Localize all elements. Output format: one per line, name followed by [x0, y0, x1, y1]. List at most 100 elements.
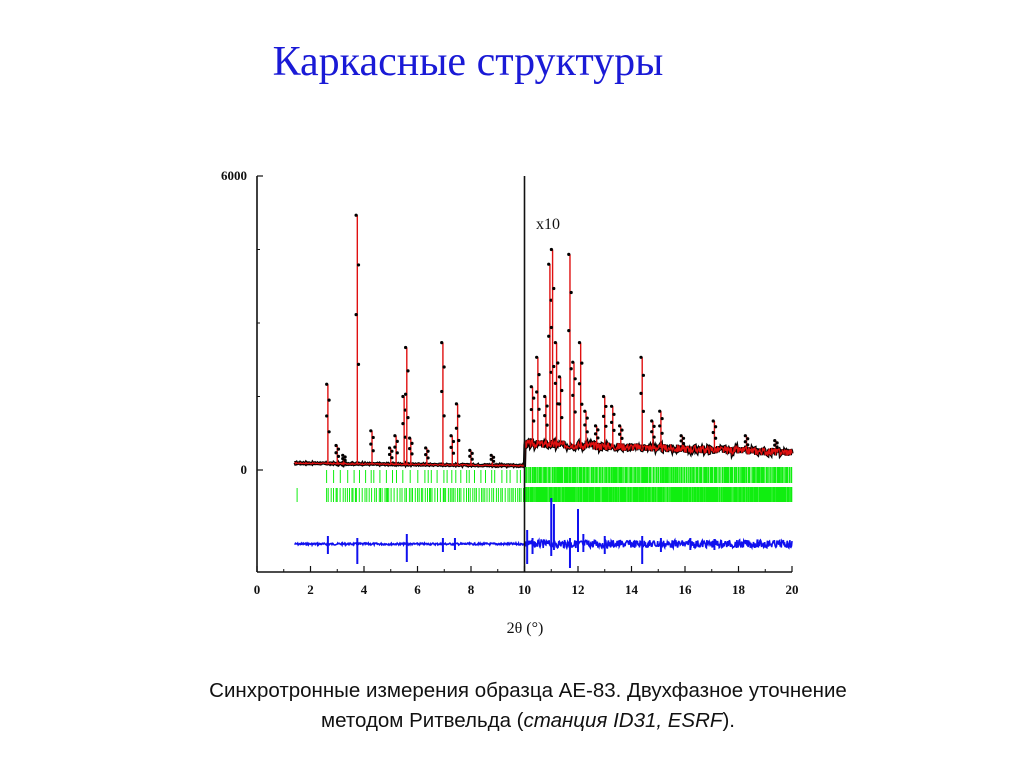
x-tick-label: 18 — [732, 582, 746, 597]
observed-point — [604, 404, 608, 409]
observed-point — [552, 364, 556, 369]
observed-point — [549, 325, 553, 330]
observed-point — [489, 457, 493, 461]
observed-point — [390, 456, 394, 460]
x-tick-label: 10 — [518, 582, 531, 597]
observed-point — [552, 286, 556, 291]
y-tick-label: 0 — [241, 462, 248, 477]
observed-point — [639, 355, 643, 359]
phase-1-ticks-low — [326, 470, 521, 483]
observed-point — [560, 388, 564, 393]
observed-point — [556, 361, 560, 365]
observed-point — [369, 429, 373, 433]
observed-point — [356, 362, 361, 366]
observed-point — [532, 396, 536, 400]
observed-point — [639, 391, 643, 395]
observed-point — [529, 385, 533, 389]
observed-point — [371, 449, 375, 453]
observed-point — [585, 430, 589, 434]
x-tick-label: 0 — [254, 582, 261, 597]
x-tick-label: 8 — [468, 582, 475, 597]
observed-point — [406, 416, 410, 420]
difference-layer — [294, 498, 793, 568]
observed-point — [714, 425, 718, 429]
observed-point — [571, 393, 575, 397]
observed-point — [401, 394, 405, 399]
caption-line-2-suffix: ). — [722, 709, 735, 732]
observed-point — [457, 438, 461, 443]
observed-point — [543, 413, 547, 418]
observed-point — [492, 459, 496, 463]
observed-point — [567, 252, 571, 256]
observed-point — [573, 410, 577, 414]
observed-point — [658, 409, 662, 413]
observed-point — [679, 439, 683, 443]
observed-point — [569, 367, 573, 371]
observed-point — [641, 373, 646, 377]
observed-point — [468, 454, 472, 458]
observed-point — [612, 412, 616, 416]
observed-point — [408, 447, 412, 451]
observed-point — [354, 213, 358, 217]
observed-point — [343, 458, 347, 462]
observed-point — [440, 389, 444, 394]
observed-point — [410, 441, 414, 446]
observed-point — [601, 414, 606, 418]
observed-point — [387, 452, 392, 457]
observed-point — [652, 424, 656, 428]
observed-point — [325, 414, 329, 418]
x10-annotation: x10 — [536, 216, 560, 233]
observed-point — [457, 414, 461, 418]
observed-point — [549, 247, 553, 252]
observed-point — [404, 345, 408, 350]
caption: Синхротронные измерения образца АЕ-83. Д… — [0, 676, 1024, 736]
observed-point — [408, 436, 412, 440]
x-axis-label: 2θ (°) — [507, 620, 544, 637]
observed-point — [537, 373, 541, 377]
slide-title: Каркасные структуры — [272, 39, 664, 85]
background-curve-layer — [293, 436, 794, 470]
caption-line-1: Синхротронные измерения образца АЕ-83. Д… — [209, 679, 847, 702]
observed-point — [681, 436, 686, 440]
observed-point — [620, 428, 624, 432]
x-tick-label: 14 — [625, 582, 639, 597]
observed-point — [440, 341, 444, 345]
observed-point — [593, 432, 598, 436]
observed-point — [620, 436, 624, 440]
observed-point — [442, 365, 446, 369]
observed-point — [746, 437, 750, 441]
observed-point — [571, 360, 575, 364]
observed-point — [393, 445, 397, 449]
observed-profile — [293, 436, 794, 470]
observed-point — [545, 423, 549, 427]
observed-point — [424, 453, 428, 457]
phase-1-ticks-high — [524, 467, 793, 483]
axes-layer: 0 2 4 6 8 10 12 14 16 18 20 0 6000 — [221, 168, 799, 597]
observed-point — [334, 451, 338, 455]
observed-point — [557, 402, 562, 406]
observed-point — [454, 402, 459, 406]
observed-point — [618, 432, 622, 436]
peaks-layer — [325, 213, 779, 466]
observed-point — [660, 431, 664, 435]
observed-point — [341, 453, 345, 457]
observed-point — [743, 434, 747, 438]
observed-point — [492, 455, 496, 459]
x-tick-label: 6 — [414, 582, 421, 597]
observed-point — [650, 419, 654, 423]
observed-point — [553, 341, 558, 345]
caption-line-2-italic: станция ID31, ESRF — [523, 709, 723, 732]
observed-point — [743, 440, 747, 444]
observed-point — [371, 435, 375, 440]
observed-point — [618, 424, 622, 428]
observed-point — [404, 392, 408, 396]
observed-point — [543, 394, 547, 399]
observed-point — [681, 441, 686, 446]
observed-point — [395, 439, 399, 444]
phase-2-ticks-high — [524, 487, 793, 502]
observed-point — [401, 422, 405, 426]
observed-point — [567, 329, 571, 333]
observed-point — [573, 377, 577, 381]
observed-point — [532, 419, 536, 423]
observed-point — [545, 404, 549, 408]
